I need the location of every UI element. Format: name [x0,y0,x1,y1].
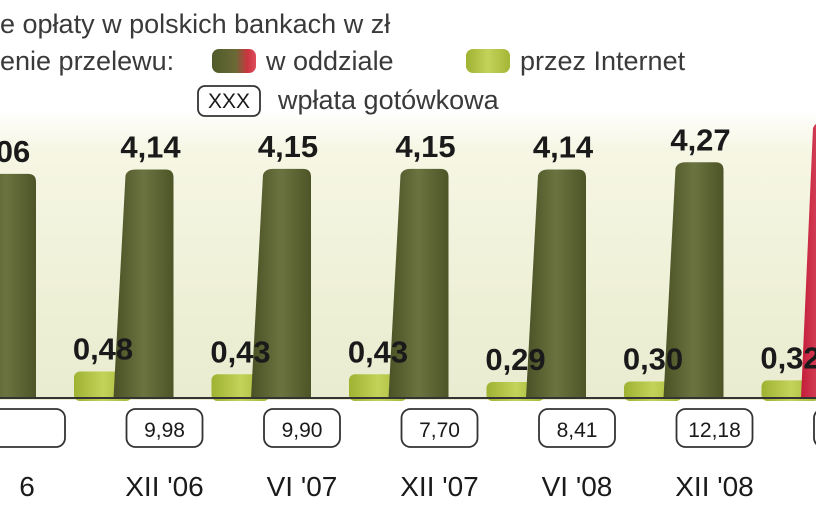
value-label-branch: 4,14 [120,129,181,164]
value-label-branch: 4,15 [258,129,318,164]
bar-branch [388,168,449,398]
legend-label-branch: w oddziale [265,46,394,76]
x-tick-label: XII '08 [675,471,754,502]
x-tick-label: VI '07 [267,471,338,502]
cash-payment-value: 12,18 [688,419,741,442]
legend-label-internet: przez Internet [520,46,686,76]
plot-area [0,123,816,401]
cash-payment-value: 7,70 [419,419,460,442]
x-tick-label: 6 [19,471,35,502]
bar-branch [0,173,36,398]
bar-branch [526,169,586,398]
value-label-branch: 4,27 [670,122,730,157]
value-label-internet: 0,32 [760,340,816,375]
value-label-branch: 4,15 [395,129,455,164]
legend-prefix: enie przelewu: [0,46,174,76]
cash-payment-box [538,408,616,448]
cash-payment-box [0,408,66,448]
cash-payment-box [125,408,204,448]
legend-label-cash: wpłata gotówkowa [277,85,500,115]
value-label-internet: 0,48 [73,332,133,367]
bar-branch [663,162,724,398]
value-label-internet: 0,29 [485,342,545,377]
value-label-internet: 0,30 [623,341,683,376]
chart-title: e opłaty w polskich bankach w zł [0,9,390,39]
cash-payment-value: 8,41 [557,419,598,442]
labels-layer: 06 0,48 6 4,14 0,43 9,98 XII '06 4,15 0,43 9,90 VI… [0,122,816,502]
cash-payment-box [400,408,479,448]
bar-branch [801,123,816,398]
legend-swatch-branch [212,49,256,73]
legend-cash-sample: XXX [208,90,250,113]
legend-swatch-cash [197,85,261,117]
value-label-internet: 0,43 [348,334,408,369]
legend: w oddziale przez Internet XXX wpłata got… [197,46,686,117]
cash-payment-value: 9,90 [282,419,323,442]
legend-swatch-internet [466,49,510,73]
x-tick-label: VI '08 [542,471,613,502]
bar-branch [251,168,311,398]
value-label-branch: 06 [0,134,30,169]
value-label-internet: 0,43 [210,334,270,369]
x-tick-label: XII '06 [125,471,204,502]
cash-payment-box [675,408,754,448]
bar-branch [113,169,174,398]
cash-payment-value: 9,98 [144,419,185,442]
value-label-branch: 4,14 [533,129,594,164]
cash-payment-box [263,408,341,448]
x-tick-label: XII '07 [400,471,479,502]
